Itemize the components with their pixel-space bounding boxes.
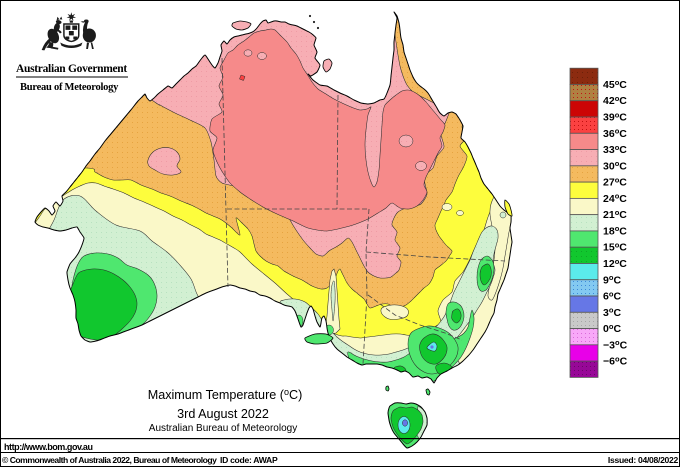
svg-text:24oC: 24oC: [603, 192, 627, 205]
svg-text:© Commonwealth of Australia 20: © Commonwealth of Australia 2022, Bureau…: [2, 455, 217, 465]
svg-text:39oC: 39oC: [603, 110, 627, 123]
svg-text:Bureau of Meteorology: Bureau of Meteorology: [20, 82, 119, 93]
svg-text:33oC: 33oC: [603, 143, 627, 156]
svg-text:Australian Bureau of Meteorolo: Australian Bureau of Meteorology: [149, 423, 297, 434]
svg-text:30oC: 30oC: [603, 159, 627, 172]
svg-text:9oC: 9oC: [603, 273, 621, 286]
svg-text:0oC: 0oC: [603, 322, 621, 335]
svg-text:27oC: 27oC: [603, 175, 627, 188]
svg-text:21oC: 21oC: [603, 208, 627, 221]
svg-text:Maximum Temperature (oC): Maximum Temperature (oC): [148, 387, 303, 402]
svg-text:45oC: 45oC: [603, 78, 627, 91]
svg-text:ID code: AWAP: ID code: AWAP: [220, 455, 278, 465]
svg-text:3oC: 3oC: [603, 306, 621, 319]
svg-text:Australian Government: Australian Government: [16, 63, 127, 75]
svg-text:42oC: 42oC: [603, 94, 627, 107]
svg-text:−6oC: −6oC: [603, 354, 628, 367]
svg-text:36oC: 36oC: [603, 127, 627, 140]
svg-text:6oC: 6oC: [603, 289, 621, 302]
svg-text:http://www.bom.gov.au: http://www.bom.gov.au: [4, 442, 93, 452]
svg-text:−3oC: −3oC: [603, 338, 628, 351]
svg-text:3rd August 2022: 3rd August 2022: [177, 407, 269, 421]
svg-text:Issued: 04/08/2022: Issued: 04/08/2022: [608, 455, 679, 465]
svg-text:18oC: 18oC: [603, 224, 627, 237]
svg-text:12oC: 12oC: [603, 257, 627, 270]
svg-text:15oC: 15oC: [603, 241, 627, 254]
